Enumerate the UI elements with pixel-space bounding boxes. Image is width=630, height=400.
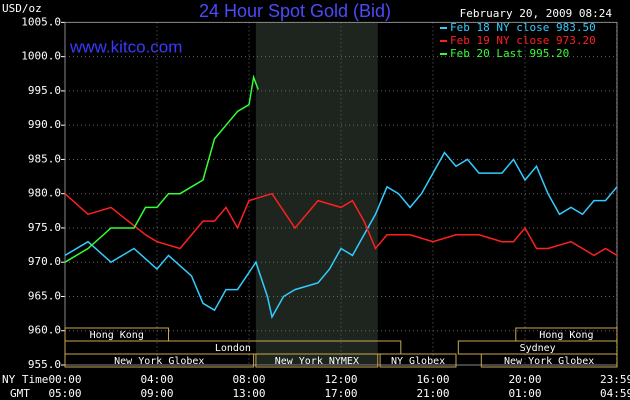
series-line (64, 192, 618, 257)
x-tick-label: 16:00 (416, 373, 449, 386)
x2-tick-label: 01:00 (508, 387, 541, 400)
x-tick-label: 00:00 (48, 373, 81, 386)
legend-label: Feb 19 NY close 973.20 (450, 34, 596, 47)
timestamp: February 20, 2009 08:24 (460, 7, 613, 20)
y-tick-label: 1000.0 (21, 50, 61, 63)
y-tick-label: 995.0 (28, 84, 61, 97)
session-bar (379, 353, 457, 368)
x2-tick-label: 04:59 (600, 387, 630, 400)
legend-label: Feb 18 NY close 983.50 (450, 21, 596, 34)
session-label: NY Globex (391, 356, 445, 367)
session-bar (64, 353, 255, 368)
session-label: London (215, 343, 251, 354)
session-bar (480, 353, 618, 368)
y-tick-label: 955.0 (28, 358, 61, 371)
series-line (64, 74, 259, 263)
x-tick-label: 08:00 (232, 373, 265, 386)
y-tick-label: 970.0 (28, 255, 61, 268)
y-tick-label: 990.0 (28, 118, 61, 131)
x2-tick-label: 17:00 (324, 387, 357, 400)
session-label: Sydney (520, 343, 556, 354)
x-row-label: NY Time (2, 373, 48, 386)
website: www.kitco.com (69, 37, 182, 56)
session-bar (255, 353, 379, 368)
y-tick-label: 965.0 (28, 289, 61, 302)
session-label: Hong Kong (90, 330, 144, 341)
x2-tick-label: 21:00 (416, 387, 449, 400)
session-bar (515, 327, 618, 342)
x2-tick-label: 13:00 (232, 387, 265, 400)
y-tick-label: 980.0 (28, 187, 61, 200)
x2-tick-label: 05:00 (48, 387, 81, 400)
x2-tick-label: 09:00 (140, 387, 173, 400)
chart-title: 24 Hour Spot Gold (Bid) (199, 1, 391, 21)
x-tick-label: 12:00 (324, 373, 357, 386)
session-label: New York Globex (504, 356, 594, 367)
unit-label: USD/oz (2, 2, 42, 15)
y-tick-label: 1005.0 (21, 15, 61, 28)
y-tick-label: 960.0 (28, 324, 61, 337)
legend-label: Feb 20 Last 995.20 (450, 47, 569, 60)
session-label: Hong Kong (539, 330, 593, 341)
session-label: New York Globex (114, 356, 204, 367)
x-tick-label: 04:00 (140, 373, 173, 386)
y-tick-label: 985.0 (28, 152, 61, 165)
y-tick-label: 975.0 (28, 221, 61, 234)
session-label: New York NYMEX (275, 356, 359, 367)
series-line (64, 151, 618, 320)
x-tick-label: 23:59 (600, 373, 630, 386)
x-tick-label: 20:00 (508, 373, 541, 386)
x2-row-label: GMT (10, 387, 30, 400)
